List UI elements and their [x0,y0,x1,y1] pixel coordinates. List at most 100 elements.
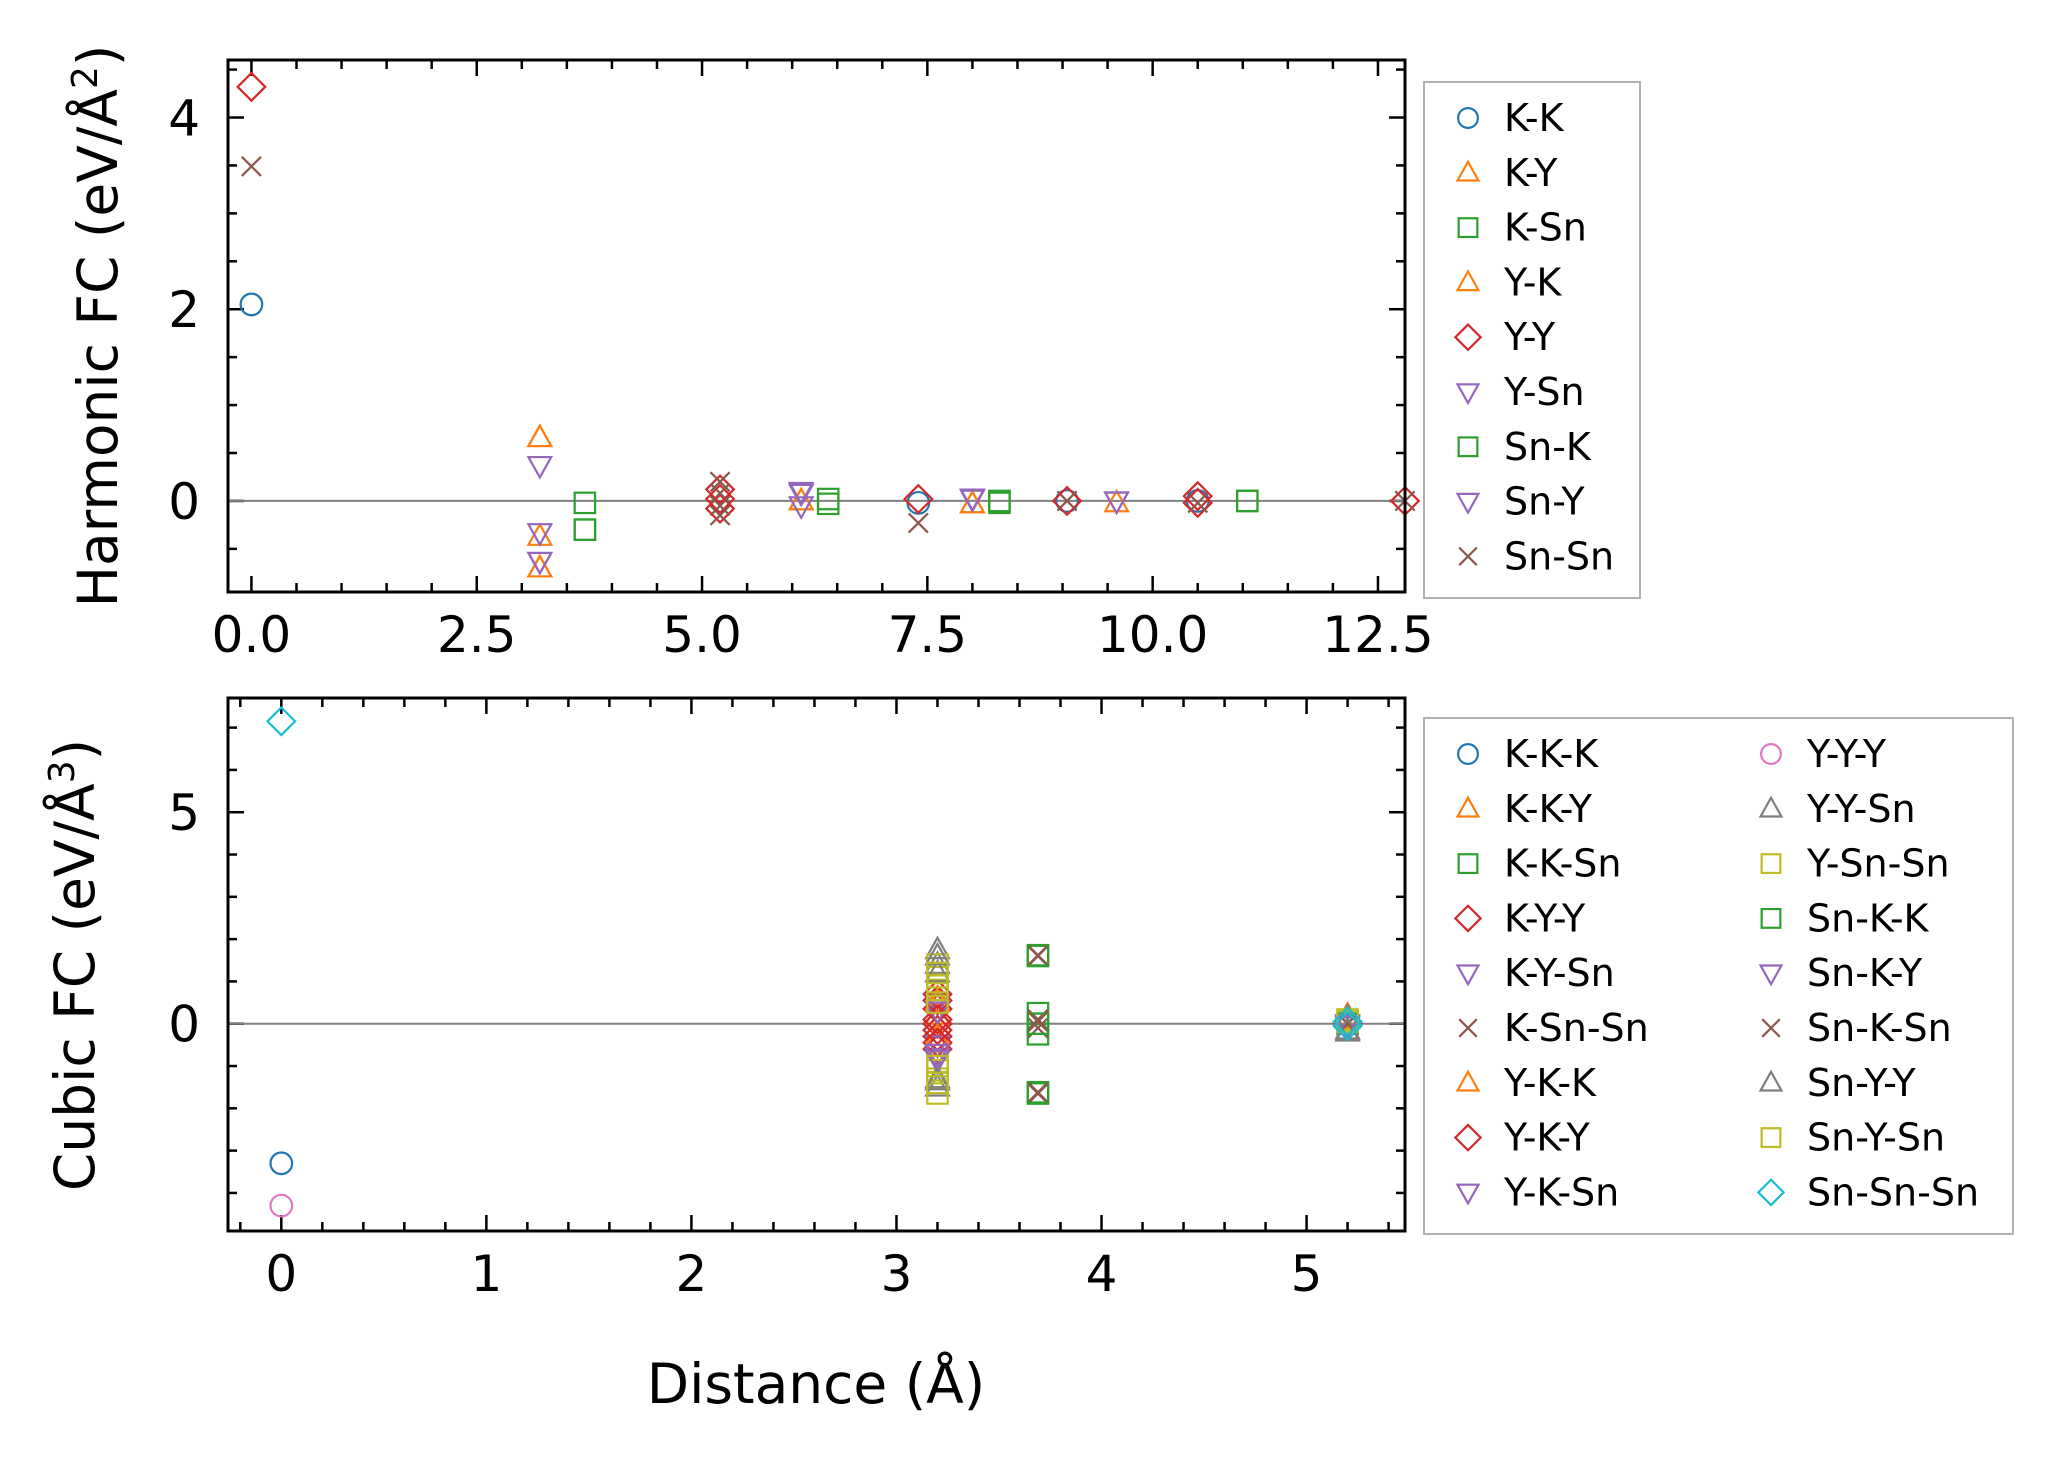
data-point [816,492,840,516]
legend-item: Y-Y-Y [1759,732,1887,776]
data-point [1334,1003,1361,1027]
legend-label: Y-Y-Y [1806,732,1887,776]
legend-item: K-K-Y [1455,787,1593,831]
legend-marker [1457,217,1479,239]
series-y-y-sn [924,935,1361,1097]
data-point [924,1050,951,1074]
data-point [1103,491,1130,516]
legend-label: Sn-Y [1504,480,1585,524]
series-sn-sn [241,156,1416,534]
x-tick-label: 1 [470,1245,502,1303]
data-point [1027,944,1049,966]
legend-label: K-Y-Y [1504,896,1586,940]
legend-label: Sn-Sn-Sn [1807,1170,1979,1214]
series-sn-y-sn [926,961,1359,1095]
series-k-k-sn [1026,944,1359,1105]
cubic-legend: K-K-K K-K-Y K-K-Sn K-Y-Y K-Y-Sn K-Sn-Sn Y-K-K Y… [1423,717,2014,1235]
legend-item: Y-K-Y [1453,1116,1591,1160]
x-tick-label: 3 [881,1245,913,1303]
data-point [1051,485,1083,517]
data-point [239,292,264,317]
legend-label: K-Sn [1504,206,1587,250]
legend-marker [1453,322,1483,352]
legend-item: Sn-Sn-Sn [1756,1170,1979,1214]
series-k-sn-sn [1027,945,1358,1104]
legend-marker [1756,1178,1786,1207]
data-point [926,974,949,997]
legend-item: Y-Y [1453,315,1556,359]
x-tick-label: 0.0 [212,606,292,664]
series-y-y-y [269,1011,1360,1218]
legend-marker [1761,1018,1781,1038]
series-k-k-y [924,984,1361,1051]
legend-marker [1455,492,1481,515]
data-point [265,705,297,737]
legend-marker [1458,546,1478,566]
x-tick-label: 12.5 [1322,606,1433,664]
legend-item: Sn-K-Sn [1761,1006,1952,1050]
y-tick-label: 0 [168,996,200,1054]
data-point [924,1066,951,1091]
data-point [573,491,597,515]
harmonic-legend-box [1423,81,1641,599]
harmonic-x-tick-labels: 0.0 2.5 5.0 7.5 10.0 12.5 [212,606,1434,664]
legend-marker [1758,964,1784,987]
harmonic-y-axis-label: Harmonic FC (eV/Å2) [65,45,131,608]
legend-label: Y-Sn-Sn [1806,842,1950,886]
legend-label: K-K-Y [1504,787,1593,831]
legend-item: Y-K-Sn [1455,1170,1619,1214]
harmonic-ticks [228,60,1405,592]
legend-item: K-K [1456,96,1565,140]
series-sn-y [526,483,1130,576]
legend-label: Y-Sn [1503,370,1585,414]
legend-item: Sn-K-Y [1758,951,1923,995]
data-point [1027,1081,1049,1103]
legend-label: Y-Y [1503,315,1556,359]
data-point [526,553,554,578]
x-tick-label: 10.0 [1097,606,1208,664]
data-point [709,504,731,526]
legend-label: Sn-Sn [1504,534,1614,578]
legend-marker [1455,1069,1481,1092]
data-point [709,495,731,517]
data-point [902,483,934,515]
series-sn-k [573,489,1259,541]
cubic-legend-box [1423,717,2014,1235]
harmonic-fc-panel: 0.0 2.5 5.0 7.5 10.0 12.5 0 2 4 Harmonic FC (eV… [65,45,1641,664]
data-point [526,455,554,480]
legend-label: K-Y [1504,151,1558,195]
series-k-k-k [269,1011,1360,1176]
series-y-k-sn [924,1001,1361,1068]
data-point [1182,480,1214,512]
x-axis-label: Distance (Å) [647,1351,986,1416]
data-point [526,551,554,576]
legend-item: Sn-Y-Y [1758,1061,1916,1105]
harmonic-legend: K-K K-Y K-Sn Y-K Y-Y Y-Sn Sn-K Sn-Y Sn-Sn [1423,81,1641,599]
data-point [1055,489,1079,513]
legend-label: Y-K-Sn [1503,1170,1619,1214]
legend-label: K-Y-Sn [1504,951,1615,995]
data-point [787,496,815,520]
data-point [704,474,736,505]
cubic-data-points [265,705,1363,1218]
legend-item: K-Y-Sn [1455,951,1615,995]
legend-item: K-K-Sn [1457,842,1622,886]
legend-label: K-K-Sn [1504,842,1622,886]
legend-item: Sn-Y [1455,480,1585,524]
data-point [926,1054,949,1078]
data-point [1182,487,1214,519]
legend-label: Sn-Y-Y [1807,1061,1916,1105]
legend-label: Sn-K-K [1807,896,1930,940]
data-point [988,491,1011,515]
legend-label: Y-K-K [1503,1061,1597,1105]
legend-marker [1455,795,1481,818]
legend-item: Y-Sn-Sn [1760,842,1950,886]
data-point [926,1071,949,1095]
legend-marker [1457,436,1479,458]
series-sn-k-k [1026,943,1050,1104]
harmonic-axes-frame [226,58,1407,594]
data-point [1056,490,1078,512]
legend-marker [1760,907,1782,929]
data-point [907,512,929,534]
